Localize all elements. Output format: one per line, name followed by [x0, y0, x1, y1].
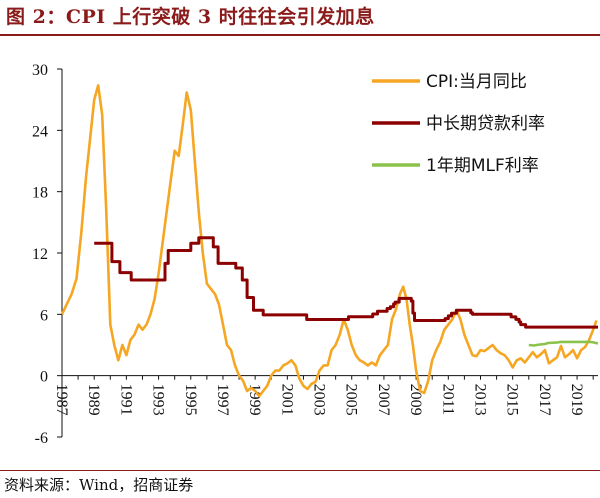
- x-tick-label: 1993: [150, 384, 167, 416]
- chart-title: 图 2：CPI 上行突破 3 时往往会引发加息: [6, 6, 375, 28]
- x-tick-label: 2001: [278, 384, 295, 416]
- series-line-3: [528, 340, 599, 347]
- y-tick-label: 24: [32, 123, 48, 140]
- series-line-1: [60, 84, 598, 398]
- y-tick-label: 18: [32, 185, 48, 202]
- x-tick-label: 2003: [311, 384, 328, 416]
- x-tick-label: 2015: [504, 384, 521, 416]
- x-tick-label: 2007: [375, 384, 392, 416]
- legend-label-1: CPI:当月同比: [426, 72, 527, 92]
- x-tick-label: 1997: [214, 384, 231, 416]
- source-note: 资料来源：Wind，招商证券: [4, 476, 194, 494]
- x-tick-label: 2013: [471, 384, 488, 416]
- x-tick-label: 1989: [85, 384, 102, 416]
- y-tick-label: 12: [32, 246, 48, 263]
- series-line-2: [94, 236, 598, 329]
- legend-label-2: 中长期贷款利率: [426, 114, 545, 134]
- x-tick-label: 2005: [343, 384, 360, 416]
- x-tick-label: 1991: [117, 384, 134, 416]
- source-rule: [0, 470, 600, 471]
- y-tick-label: -6: [35, 430, 48, 447]
- chart: 30 24 18 12 6 0 -6 1987 1989 1991 1993 1995 1997 199…: [32, 62, 599, 447]
- x-tick-label: 2017: [536, 384, 553, 416]
- x-tick-label: 2009: [407, 384, 424, 416]
- y-tick-label: 6: [40, 307, 48, 324]
- x-tick-label: 1995: [182, 384, 199, 416]
- title-rule: [0, 34, 600, 36]
- y-tick-label: 0: [40, 369, 48, 386]
- x-tick-label: 2019: [568, 384, 585, 416]
- x-tick-label: 2011: [439, 384, 456, 415]
- x-tick-label: 1987: [53, 384, 70, 416]
- x-tick-label: 1999: [246, 384, 263, 416]
- legend-label-3: 1年期MLF利率: [426, 156, 539, 176]
- y-tick-label: 30: [32, 62, 48, 79]
